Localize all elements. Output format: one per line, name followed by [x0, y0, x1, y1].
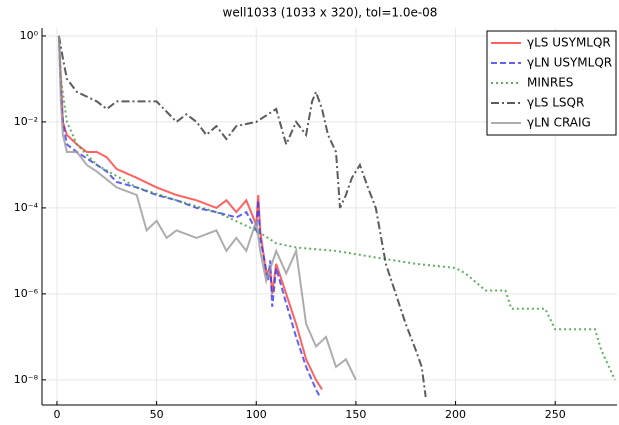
series-line [57, 35, 427, 398]
legend-label: γLN USYMLQR [527, 56, 612, 70]
legend-label: γLN CRAIG [527, 116, 591, 130]
x-tick-label: 50 [150, 408, 164, 421]
legend-label: γLS USYMLQR [527, 36, 611, 50]
y-tick-label: 10⁻² [14, 115, 38, 128]
y-tick-label: 10⁻⁸ [14, 373, 39, 386]
x-tick-label: 0 [53, 408, 60, 421]
y-tick-label: 10⁰ [20, 29, 39, 42]
x-tick-label: 200 [445, 408, 466, 421]
series-line [57, 35, 357, 381]
x-tick-label: 150 [345, 408, 366, 421]
x-tick-label: 250 [545, 408, 566, 421]
series-line [57, 35, 321, 398]
series-line [57, 35, 323, 390]
y-tick-label: 10⁻⁶ [14, 287, 39, 300]
chart-title: well1033 (1033 x 320), tol=1.0e-08 [223, 6, 438, 20]
x-tick-label: 100 [246, 408, 267, 421]
legend-label: MINRES [527, 76, 573, 90]
legend-label: γLS LSQR [527, 96, 584, 110]
legend-box [486, 30, 617, 136]
y-tick-label: 10⁻⁴ [14, 201, 39, 214]
